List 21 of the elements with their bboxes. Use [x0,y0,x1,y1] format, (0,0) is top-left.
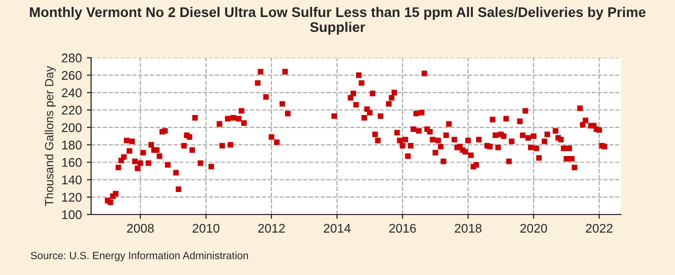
y-tick-label: 100 [62,210,82,220]
y-tick-label: 260 [62,70,82,80]
chart-title: Monthly Vermont No 2 Diesel Ultra Low Sulfur Less than 15 ppm All Sales/Deliveries by Prime Supplier [30,6,646,35]
x-tick-label: 2010 [192,224,220,233]
x-tick-label: 2012 [258,224,285,233]
x-tick-label: 2018 [454,224,482,233]
source-note: Source: U.S. Energy Information Administration [30,252,248,262]
y-tick-label: 120 [62,192,82,202]
y-tick-label: 220 [62,106,82,115]
x-tick-label: 2014 [324,224,351,233]
y-tick-label: 140 [62,175,82,184]
x-tick-label: 2008 [127,224,154,233]
x-tick-label: 2016 [389,224,416,233]
y-tick-label: 160 [62,158,82,167]
x-tick-label: 2022 [586,224,612,233]
y-tick-label: 180 [62,140,82,150]
y-axis-title: Thousand Gallons per Day [44,66,56,206]
y-tick-label: 280 [62,54,82,62]
x-tick-label: 2020 [520,224,548,233]
y-tick-label: 200 [62,123,82,132]
y-tick-label: 240 [62,88,82,98]
